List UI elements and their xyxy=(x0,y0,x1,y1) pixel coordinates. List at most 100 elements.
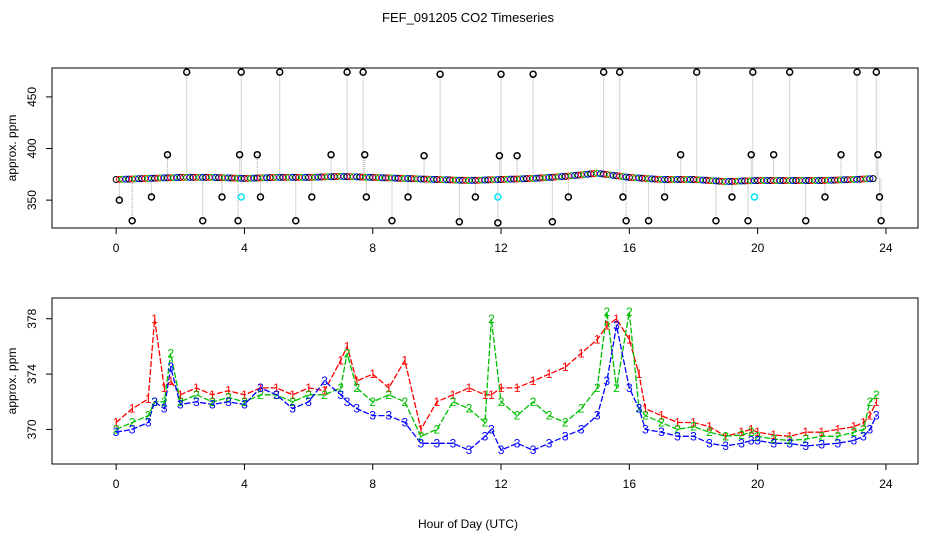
outlier-point xyxy=(404,193,412,201)
series-marker-1: 1 xyxy=(873,395,880,409)
outlier-point xyxy=(455,218,464,226)
outlier-point xyxy=(256,193,265,201)
series-marker-1: 1 xyxy=(450,388,457,402)
baseline-point xyxy=(866,175,874,183)
series-marker-1: 1 xyxy=(818,425,825,439)
series-marker-3: 3 xyxy=(674,429,681,443)
outlier-point xyxy=(362,193,371,201)
series-marker-1: 1 xyxy=(177,388,184,402)
series-marker-2: 2 xyxy=(834,429,841,443)
series-marker-1: 1 xyxy=(289,388,296,402)
series-marker-2: 2 xyxy=(289,395,296,409)
outlier-point xyxy=(872,68,881,76)
series-marker-2: 2 xyxy=(873,388,880,402)
outlier-point xyxy=(548,218,557,226)
outlier-point xyxy=(744,217,752,225)
series-marker-1: 1 xyxy=(209,388,216,402)
series-marker-1: 1 xyxy=(867,409,874,423)
outlier-point xyxy=(420,151,428,160)
y-tick-label: 350 xyxy=(25,190,39,210)
outlier-point xyxy=(497,70,505,78)
series-marker-2: 2 xyxy=(151,395,158,409)
series-marker-2: 2 xyxy=(867,395,874,409)
outlier-point xyxy=(747,150,755,159)
outlier-point xyxy=(436,70,444,78)
cyan-point xyxy=(750,193,759,201)
series-marker-1: 1 xyxy=(738,425,745,439)
series-marker-3: 3 xyxy=(177,398,184,412)
series-marker-2: 2 xyxy=(129,416,136,430)
series-marker-3: 3 xyxy=(873,409,880,423)
series-marker-1: 1 xyxy=(434,395,441,409)
series-marker-2: 2 xyxy=(818,429,825,443)
series-line-2 xyxy=(115,311,877,442)
series-marker-2: 2 xyxy=(193,388,200,402)
outlier-point xyxy=(769,150,778,159)
series-marker-2: 2 xyxy=(604,305,611,319)
outlier-point xyxy=(308,193,316,201)
series-marker-2: 2 xyxy=(578,402,585,416)
outlier-point xyxy=(622,217,630,225)
series-marker-2: 2 xyxy=(167,346,174,360)
series-marker-1: 1 xyxy=(418,422,425,436)
series-marker-2: 2 xyxy=(636,402,643,416)
y-tick-label: 450 xyxy=(25,87,39,107)
outlier-point xyxy=(128,217,136,225)
series-marker-2: 2 xyxy=(344,346,351,360)
series-marker-2: 2 xyxy=(353,381,360,395)
series-marker-2: 2 xyxy=(514,409,521,423)
series-marker-2: 2 xyxy=(530,395,537,409)
series-marker-1: 1 xyxy=(642,402,649,416)
series-marker-2: 2 xyxy=(369,395,376,409)
series-marker-2: 2 xyxy=(642,409,649,423)
outlier-point xyxy=(619,193,627,201)
cyan-point xyxy=(237,193,245,201)
series-marker-1: 1 xyxy=(594,333,601,347)
series-marker-2: 2 xyxy=(748,425,755,439)
series-marker-3: 3 xyxy=(562,429,569,443)
series-marker-1: 1 xyxy=(636,367,643,381)
series-marker-2: 2 xyxy=(177,395,184,409)
series-marker-3: 3 xyxy=(401,416,408,430)
bottom-plot-frame xyxy=(51,297,919,465)
outlier-point xyxy=(599,68,608,76)
series-marker-1: 1 xyxy=(113,416,120,430)
series-marker-3: 3 xyxy=(482,429,489,443)
outlier-point xyxy=(388,217,396,225)
series-marker-1: 1 xyxy=(834,422,841,436)
series-marker-3: 3 xyxy=(418,436,425,450)
series-marker-1: 1 xyxy=(786,429,793,443)
outlier-point xyxy=(234,217,242,225)
series-marker-2: 2 xyxy=(738,428,745,442)
series-marker-1: 1 xyxy=(658,409,665,423)
series-marker-3: 3 xyxy=(225,395,232,409)
series-marker-3: 3 xyxy=(722,439,729,453)
baseline-point xyxy=(596,170,604,178)
baseline-point xyxy=(609,171,617,179)
series-marker-2: 2 xyxy=(754,429,761,443)
series-marker-1: 1 xyxy=(257,381,264,395)
series-marker-1: 1 xyxy=(161,381,168,395)
series-marker-2: 2 xyxy=(209,395,216,409)
baseline-point xyxy=(619,173,627,181)
outlier-point xyxy=(147,193,156,201)
series-marker-3: 3 xyxy=(604,374,611,388)
outlier-point xyxy=(343,68,351,76)
series-marker-3: 3 xyxy=(498,443,505,457)
x-tick-label: 24 xyxy=(879,477,893,491)
baseline-point xyxy=(616,172,624,180)
series-marker-1: 1 xyxy=(167,374,174,388)
series-marker-1: 1 xyxy=(626,333,633,347)
baseline-point xyxy=(600,170,608,178)
outlier-point xyxy=(494,219,502,227)
series-marker-3: 3 xyxy=(257,381,264,395)
series-marker-2: 2 xyxy=(690,420,697,434)
baseline-point xyxy=(869,175,877,183)
series-marker-1: 1 xyxy=(754,425,761,439)
series-marker-3: 3 xyxy=(706,436,713,450)
series-marker-3: 3 xyxy=(636,402,643,416)
series-marker-1: 1 xyxy=(498,381,505,395)
series-marker-1: 1 xyxy=(578,346,585,360)
outlier-point xyxy=(837,150,845,159)
